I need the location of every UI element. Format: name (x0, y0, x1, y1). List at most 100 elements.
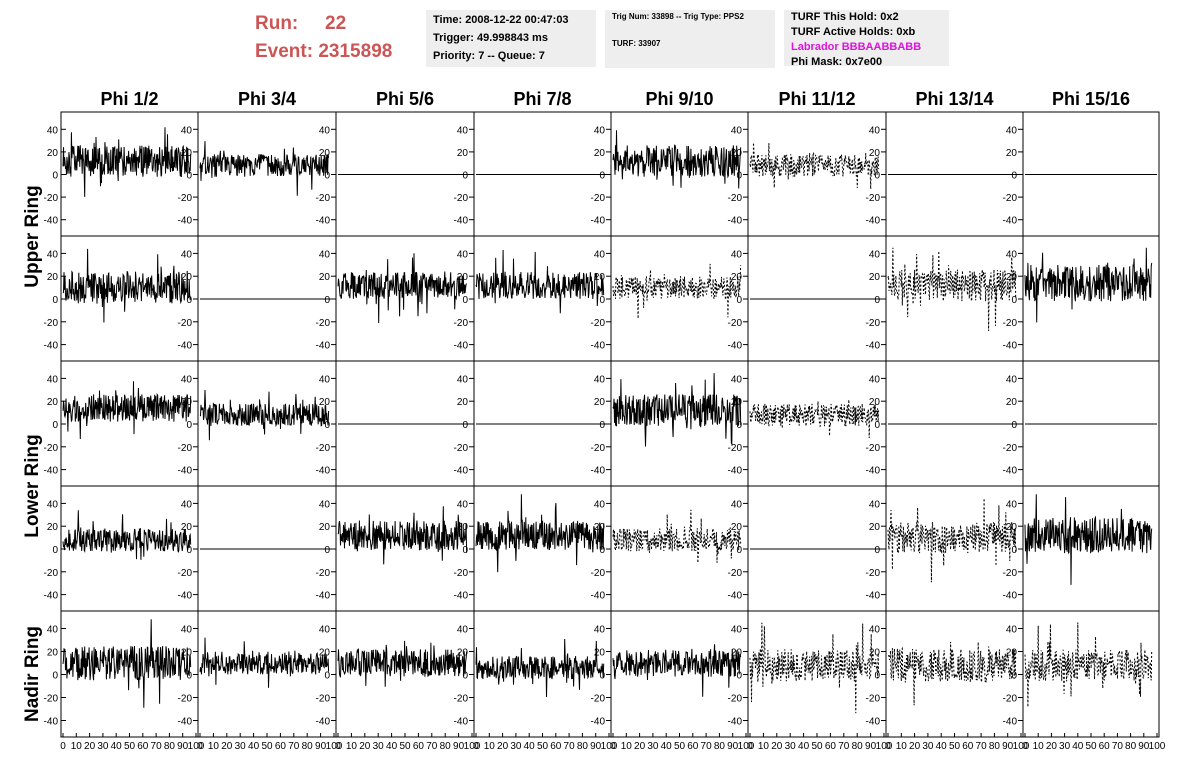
x-tick-label: 50 (1085, 741, 1097, 752)
y-tick-label: -40 (728, 717, 743, 728)
waveform-trace (199, 637, 330, 688)
y-tick-label: 0 (52, 671, 58, 682)
waveform-panel: -40 -20 0 20 40 (591, 360, 749, 487)
waveform-panel: -40 -20 0 20 40 (316, 235, 475, 362)
y-tick-label: 40 (1006, 249, 1018, 260)
y-tick-label: 0 (462, 420, 468, 431)
panel-frame (197, 360, 337, 487)
y-tick-label: 0 (1011, 171, 1017, 182)
turf-text: TURF: 33907 (612, 39, 661, 48)
y-tick-label: 0 (736, 171, 742, 182)
x-tick-label: 20 (771, 741, 783, 752)
x-tick-label: 100 (1013, 741, 1030, 752)
y-tick-label: -40 (44, 466, 59, 477)
y-tick-label: -40 (316, 717, 331, 728)
y-tick-label: -20 (178, 694, 193, 705)
x-tick-label: 0 (197, 741, 203, 752)
y-tick-label: -40 (1003, 216, 1018, 227)
waveform-trace (612, 130, 742, 189)
y-tick-label: 20 (869, 272, 881, 283)
y-tick-label: 40 (869, 499, 881, 510)
x-tick-label: 70 (701, 741, 713, 752)
y-tick-label: 20 (869, 522, 881, 533)
y-tick-label: 40 (869, 374, 881, 385)
y-tick-label: 40 (181, 125, 193, 136)
x-tick-label: 10 (896, 741, 908, 752)
y-tick-label: 0 (599, 545, 605, 556)
waveform-panel: -40 -20 0 20 40 (1003, 485, 1160, 612)
x-tick-label: 90 (1002, 741, 1014, 752)
y-tick-label: -20 (591, 568, 606, 579)
waveform-trace (199, 389, 330, 441)
y-tick-label: -20 (866, 193, 881, 204)
y-tick-label: 0 (462, 545, 468, 556)
y-tick-label: 20 (1006, 522, 1018, 533)
y-tick-label: 0 (874, 295, 880, 306)
x-tick-label: 0 (473, 741, 479, 752)
y-tick-label: 20 (181, 648, 193, 659)
y-tick-label: -40 (1003, 591, 1018, 602)
y-tick-label: -40 (178, 591, 193, 602)
y-tick-label: -40 (44, 717, 59, 728)
y-tick-label: 40 (457, 249, 469, 260)
turf-active-text: TURF Active Holds: 0xb (791, 26, 916, 38)
phi-mask-text: Phi Mask: 0x7e00 (791, 56, 883, 68)
y-tick-label: -20 (866, 694, 881, 705)
y-tick-label: -20 (728, 694, 743, 705)
x-tick-label: 0 (335, 741, 341, 752)
y-tick-label: -20 (454, 318, 469, 329)
waveform-trace (62, 381, 192, 440)
x-tick-label: 100 (464, 741, 481, 752)
x-tick-label: 40 (111, 741, 123, 752)
waveform-panel: -40 -20 0 20 40 (591, 111, 749, 237)
x-tick-label: 40 (248, 741, 260, 752)
waveform-trace (337, 506, 468, 565)
waveform-trace (199, 141, 330, 196)
y-tick-label: 0 (599, 171, 605, 182)
y-tick-label: 20 (594, 522, 606, 533)
x-tick-label: 60 (550, 741, 562, 752)
x-tick-label: 60 (413, 741, 425, 752)
trigger-info-box: Time: 2008-12-22 00:47:03 Trigger: 49.99… (426, 10, 596, 67)
x-tick-label: 80 (440, 741, 452, 752)
panel-frame (473, 235, 612, 362)
y-tick-label: 0 (874, 545, 880, 556)
y-tick-label: 20 (319, 397, 331, 408)
y-tick-label: -20 (316, 694, 331, 705)
y-tick-label: 20 (869, 397, 881, 408)
y-tick-label: -20 (866, 443, 881, 454)
y-tick-label: -20 (728, 443, 743, 454)
x-tick-label: 30 (647, 741, 659, 752)
x-tick-label: 80 (302, 741, 314, 752)
waveform-trace (887, 247, 1017, 332)
x-tick-label: 50 (674, 741, 686, 752)
y-tick-label: 20 (457, 522, 469, 533)
x-tick-label: 100 (1149, 741, 1166, 752)
y-tick-label: -20 (44, 443, 59, 454)
y-tick-label: -40 (44, 591, 59, 602)
y-tick-label: -20 (866, 568, 881, 579)
y-tick-label: 40 (594, 625, 606, 636)
x-tick-label: 40 (661, 741, 673, 752)
y-tick-label: -20 (591, 443, 606, 454)
y-tick-label: 40 (319, 625, 331, 636)
y-tick-label: 0 (599, 671, 605, 682)
priority-text: Priority: 7 -- Queue: 7 (433, 50, 545, 62)
y-tick-label: -40 (591, 717, 606, 728)
y-tick-label: 0 (1011, 545, 1017, 556)
x-tick-label: 80 (164, 741, 176, 752)
y-tick-label: 40 (181, 625, 193, 636)
waveform-panel: -40 -20 0 20 40 (44, 111, 199, 237)
y-tick-label: 40 (47, 625, 59, 636)
y-tick-label: 0 (324, 171, 330, 182)
y-tick-label: 40 (1006, 625, 1018, 636)
x-tick-label: 20 (1046, 741, 1058, 752)
x-tick-label: 10 (1033, 741, 1045, 752)
y-tick-label: 0 (52, 545, 58, 556)
y-tick-label: 0 (52, 420, 58, 431)
column-header: Phi 9/10 (645, 89, 713, 109)
